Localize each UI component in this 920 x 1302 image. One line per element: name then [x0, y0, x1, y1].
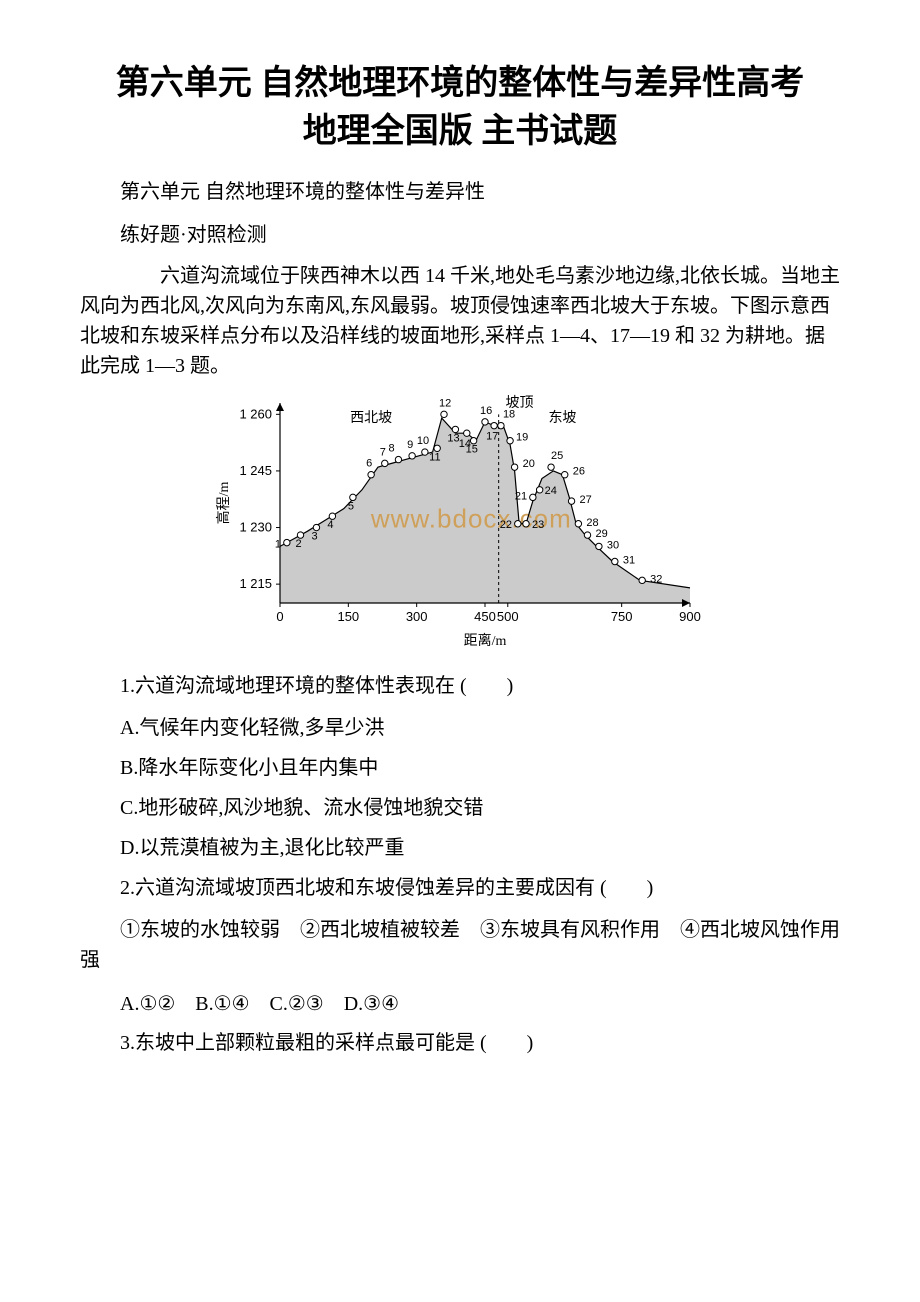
svg-text:22: 22 [500, 519, 512, 531]
svg-text:1 215: 1 215 [239, 576, 272, 591]
svg-text:1 230: 1 230 [239, 520, 272, 535]
svg-text:500: 500 [497, 609, 519, 624]
svg-text:7: 7 [380, 447, 386, 459]
page-title: 第六单元 自然地理环境的整体性与差异性高考 地理全国版 主书试题 [80, 60, 840, 155]
svg-text:21: 21 [515, 491, 527, 503]
question-1-option-c: C.地形破碎,风沙地貌、流水侵蚀地貌交错 [80, 793, 840, 823]
svg-text:32: 32 [650, 574, 662, 586]
svg-text:750: 750 [611, 609, 633, 624]
svg-text:1 260: 1 260 [239, 407, 272, 422]
svg-text:距离/m: 距离/m [464, 632, 507, 649]
question-2-options: A.①② B.①④ C.②③ D.③④ [80, 987, 840, 1016]
svg-text:12: 12 [439, 398, 451, 410]
svg-text:18: 18 [503, 409, 515, 421]
intro-paragraph: 六道沟流域位于陕西神木以西 14 千米,地处毛乌素沙地边缘,北依长城。当地主风向… [80, 261, 840, 381]
section-label: 练好题·对照检测 [80, 218, 840, 247]
svg-text:东坡: 东坡 [548, 410, 576, 426]
svg-text:11: 11 [429, 451, 440, 463]
question-2-items: ①东坡的水蚀较弱 ②西北坡植被较差 ③东坡具有风积作用 ④西北坡风蚀作用强 [80, 915, 840, 975]
svg-text:31: 31 [623, 555, 635, 567]
svg-text:8: 8 [388, 443, 394, 455]
svg-text:15: 15 [466, 444, 478, 456]
svg-text:2: 2 [296, 538, 302, 550]
question-2-stem: 2.六道沟流域坡顶西北坡和东坡侵蚀差异的主要成因有 ( ) [80, 873, 840, 903]
svg-text:5: 5 [348, 501, 354, 513]
svg-text:28: 28 [586, 517, 598, 529]
svg-text:900: 900 [679, 609, 701, 624]
svg-text:29: 29 [596, 528, 608, 540]
svg-text:4: 4 [327, 519, 333, 531]
svg-text:3: 3 [311, 531, 317, 543]
svg-text:19: 19 [516, 432, 528, 444]
svg-text:10: 10 [417, 435, 429, 447]
svg-text:300: 300 [406, 609, 428, 624]
svg-text:1 245: 1 245 [239, 463, 272, 478]
svg-text:450: 450 [474, 609, 496, 624]
svg-text:27: 27 [580, 494, 592, 506]
svg-text:高程/m: 高程/m [215, 482, 232, 525]
svg-text:30: 30 [607, 540, 619, 552]
question-1-option-b: B.降水年际变化小且年内集中 [80, 753, 840, 783]
unit-subtitle: 第六单元 自然地理环境的整体性与差异性 [80, 175, 840, 204]
terrain-chart: www.bdocx.com1 2151 2301 2451 2600150300… [210, 393, 710, 653]
svg-text:16: 16 [480, 405, 492, 417]
svg-text:23: 23 [532, 519, 544, 531]
svg-text:26: 26 [573, 466, 585, 478]
svg-text:6: 6 [366, 458, 372, 470]
svg-text:25: 25 [551, 450, 563, 462]
question-3-stem: 3.东坡中上部颗粒最粗的采样点最可能是 ( ) [80, 1028, 840, 1058]
svg-text:9: 9 [407, 439, 413, 451]
figure-container: www.bdocx.com1 2151 2301 2451 2600150300… [80, 393, 840, 653]
svg-text:0: 0 [276, 609, 283, 624]
title-line-2: 地理全国版 主书试题 [80, 108, 840, 156]
question-1-option-a: A.气候年内变化轻微,多旱少洪 [80, 713, 840, 743]
question-1-option-d: D.以荒漠植被为主,退化比较严重 [80, 833, 840, 863]
title-line-1: 第六单元 自然地理环境的整体性与差异性高考 [80, 60, 840, 108]
document-page: 第六单元 自然地理环境的整体性与差异性高考 地理全国版 主书试题 第六单元 自然… [0, 0, 920, 1110]
svg-text:150: 150 [337, 609, 359, 624]
question-1-stem: 1.六道沟流域地理环境的整体性表现在 ( ) [80, 671, 840, 701]
svg-text:20: 20 [523, 458, 535, 470]
svg-text:西北坡: 西北坡 [350, 410, 392, 426]
svg-text:17: 17 [486, 431, 498, 443]
svg-text:1: 1 [275, 539, 281, 551]
svg-text:24: 24 [545, 485, 557, 497]
